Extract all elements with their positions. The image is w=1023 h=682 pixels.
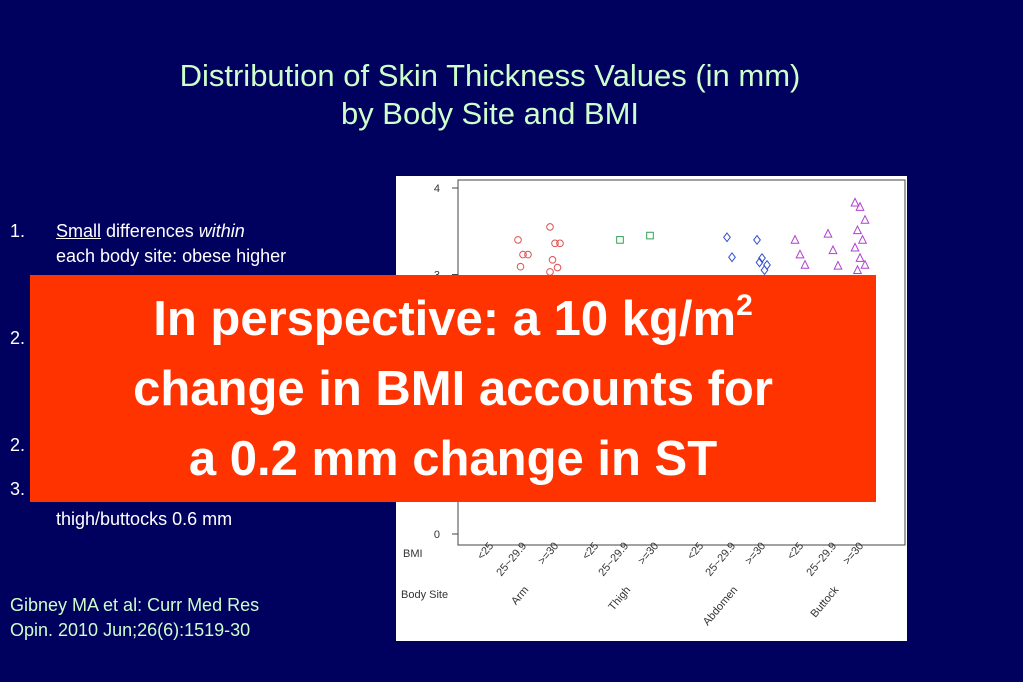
point xyxy=(556,239,564,248)
point xyxy=(852,224,863,235)
slide-title: Distribution of Skin Thickness Values (i… xyxy=(0,57,980,133)
point xyxy=(514,236,522,244)
superscript: 2 xyxy=(736,289,753,322)
item-text: thigh/buttocks 0.6 mm xyxy=(56,509,233,529)
point xyxy=(646,231,654,240)
point xyxy=(519,250,527,259)
point xyxy=(548,255,557,264)
underlined: Small xyxy=(56,221,102,241)
point xyxy=(551,239,559,248)
point xyxy=(860,259,870,269)
point xyxy=(800,259,810,269)
item-number: 2. xyxy=(10,435,26,455)
point xyxy=(553,263,562,272)
callout-text: change in BMI accounts for xyxy=(133,362,773,416)
italic: within xyxy=(198,221,245,241)
point xyxy=(855,252,865,262)
point xyxy=(823,228,833,238)
title-line: by Body Site and BMI xyxy=(340,96,640,131)
callout-text: a 0.2 mm change in ST xyxy=(188,432,718,486)
point xyxy=(850,242,860,252)
axis-label: Body Site xyxy=(401,589,448,601)
point xyxy=(833,260,843,270)
item-number: 3. xyxy=(10,479,26,499)
point xyxy=(616,236,624,244)
point xyxy=(753,234,761,246)
point xyxy=(546,223,554,231)
point xyxy=(516,262,525,271)
y-tick-label: 4 xyxy=(434,183,440,195)
axis-label: BMI xyxy=(403,548,423,560)
callout: In perspective: a 10 kg/m2 change in BMI… xyxy=(30,275,876,502)
point xyxy=(723,232,731,243)
text: each body site: obese higher xyxy=(56,246,287,266)
callout-text: In perspective: a 10 kg/m xyxy=(153,292,737,346)
point xyxy=(828,244,838,255)
point xyxy=(755,257,764,268)
item-text: Small differences within each body site: … xyxy=(56,219,286,269)
item-number: 2. xyxy=(10,328,26,348)
point xyxy=(855,201,865,211)
citation: Gibney MA et al: Curr Med Res Opin. 2010… xyxy=(10,593,259,643)
citation-line: Opin. 2010 Jun;26(6):1519-30 xyxy=(10,620,251,640)
citation-line: Gibney MA et al: Curr Med Res xyxy=(10,595,260,615)
point xyxy=(850,197,860,207)
point xyxy=(860,214,870,224)
point xyxy=(795,249,805,259)
point xyxy=(524,250,532,259)
point xyxy=(790,234,800,244)
text: differences xyxy=(106,221,194,241)
point xyxy=(857,234,868,244)
point xyxy=(758,252,766,264)
point xyxy=(760,265,769,276)
point xyxy=(728,252,736,263)
point xyxy=(852,264,863,274)
title-line: Distribution of Skin Thickness Values (i… xyxy=(179,58,801,93)
item-number: 1. xyxy=(10,221,26,241)
y-tick-label: 0 xyxy=(434,529,440,541)
